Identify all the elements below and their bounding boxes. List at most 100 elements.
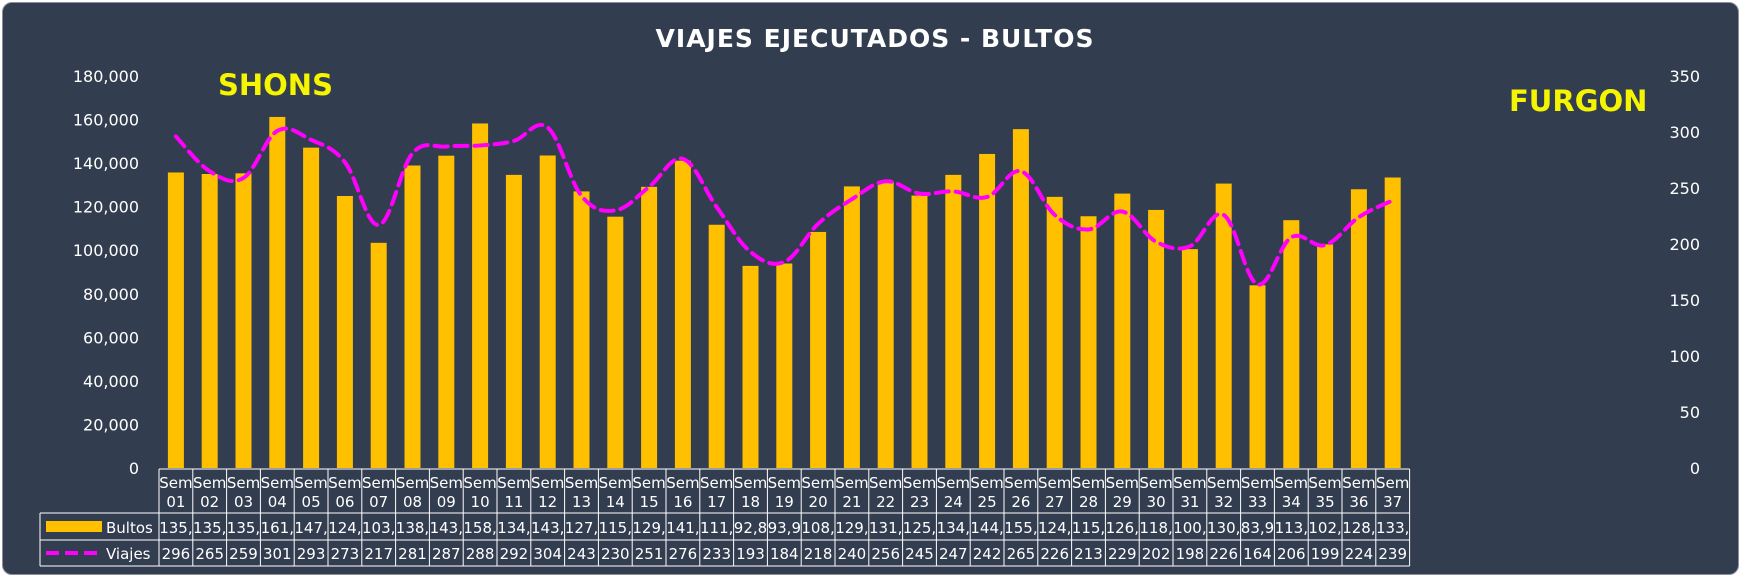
bultos-table-cell: 124, [328,519,361,537]
category-label: Sem 08 [396,474,429,511]
right-axis-tick-label: 200 [1669,235,1700,254]
category-label: Sem 36 [1342,474,1375,511]
bultos-table-cell: 161, [261,519,294,537]
left-axis-tick-label: 160,000 [73,111,139,130]
right-axis-tick-label: 50 [1680,403,1700,422]
bultos-table-cell: 155, [1004,519,1037,537]
bultos-table-cell: 102, [1308,519,1341,537]
viajes-table-cell: 218 [804,545,833,563]
viajes-table-cell: 229 [1108,545,1137,563]
viajes-table-cell: 226 [1209,545,1238,563]
viajes-line [173,122,1395,287]
viajes-table-cell: 293 [297,545,326,563]
viajes-table-cell: 199 [1311,545,1340,563]
category-label: Sem 23 [903,474,936,511]
viajes-table-cell: 213 [1074,545,1103,563]
viajes-table-cell: 265 [1007,545,1036,563]
category-label: Sem 29 [1106,474,1139,511]
bar [167,172,184,468]
viajes-table-cell: 239 [1378,545,1407,563]
bar [336,195,353,469]
annotation-shons: SHONS [218,68,333,102]
bultos-table-cell: 130, [1207,519,1240,537]
bar [472,123,489,468]
bultos-table-cell: 133, [1376,519,1409,537]
left-axis-tick-label: 100,000 [73,241,139,260]
bar [201,174,218,468]
bultos-legend-label: Bultos [106,519,153,537]
viajes-table-cell: 288 [466,545,495,563]
bar [945,174,962,469]
bar [708,224,725,468]
bar [776,263,793,468]
category-label: Sem 18 [734,474,767,511]
category-label: Sem 28 [1072,474,1105,511]
category-label: Sem 21 [835,474,868,511]
left-axis-tick-label: 80,000 [83,285,139,304]
bultos-table-cell: 118, [1139,519,1172,537]
bar [303,147,320,468]
bar [641,186,658,469]
bultos-table-cell: 128, [1342,519,1375,537]
viajes-table-cell: 243 [567,545,596,563]
bar [1012,129,1029,468]
right-axis-tick-label: 0 [1690,459,1700,478]
bar [1317,244,1334,468]
bultos-table-cell: 83,9 [1241,519,1274,537]
bar [1350,189,1367,468]
left-axis-tick-label: 20,000 [83,415,139,434]
bars-series [167,116,1401,469]
bultos-table-cell: 92,8 [734,519,767,537]
viajes-table-cell: 292 [500,545,529,563]
category-label: Sem 05 [294,474,327,511]
bar [1114,193,1131,468]
category-label: Sem 12 [531,474,564,511]
category-label: Sem 27 [1038,474,1071,511]
bultos-table-cell: 113, [1275,519,1308,537]
viajes-table-cell: 276 [669,545,698,563]
viajes-table-cell: 247 [939,545,968,563]
line-series [173,122,1395,287]
category-label: Sem 09 [430,474,463,511]
right-axis: 0 50 100 150 200 250 300 350 [1669,67,1700,478]
bultos-table-cell: 143, [531,519,564,537]
bar [1046,196,1063,468]
bultos-table-cell: 134, [497,519,530,537]
left-axis-tick-label: 0 [129,459,139,478]
viajes-table-cell: 304 [533,545,562,563]
bar [573,191,590,468]
viajes-table-cell: 184 [770,545,799,563]
viajes-table-cell: 273 [331,545,360,563]
bar [1384,177,1401,469]
bultos-legend-key [46,521,102,532]
viajes-table-cell: 226 [1040,545,1069,563]
right-axis-tick-label: 100 [1669,347,1700,366]
category-label: Sem 20 [801,474,834,511]
category-label: Sem 10 [463,474,496,511]
bultos-table-cell: 135, [193,519,226,537]
bar [1283,220,1300,468]
category-label: Sem 35 [1308,474,1341,511]
bultos-table-cell: 143, [430,519,463,537]
right-axis-tick-label: 300 [1669,123,1700,142]
bar [404,165,421,469]
category-label: Sem 03 [227,474,260,511]
left-axis-tick-label: 140,000 [73,154,139,173]
category-label: Sem 16 [666,474,699,511]
bar [979,153,996,468]
viajes-table-cell: 206 [1277,545,1306,563]
viajes-table-cell: 217 [364,545,393,563]
bar [1148,209,1165,468]
category-label: Sem 15 [632,474,665,511]
viajes-table-cell: 164 [1243,545,1272,563]
bultos-table-cell: 125, [903,519,936,537]
bar [539,155,556,468]
bar [505,174,522,469]
bultos-table-cell: 129, [835,519,868,537]
bultos-table-cell: 144, [970,519,1003,537]
chart-svg: VIAJES EJECUTADOS - BULTOS SHONS FURGON … [39,24,1700,567]
category-label: Sem 06 [328,474,361,511]
viajes-table-cell: 265 [195,545,224,563]
category-label: Sem 24 [937,474,970,511]
